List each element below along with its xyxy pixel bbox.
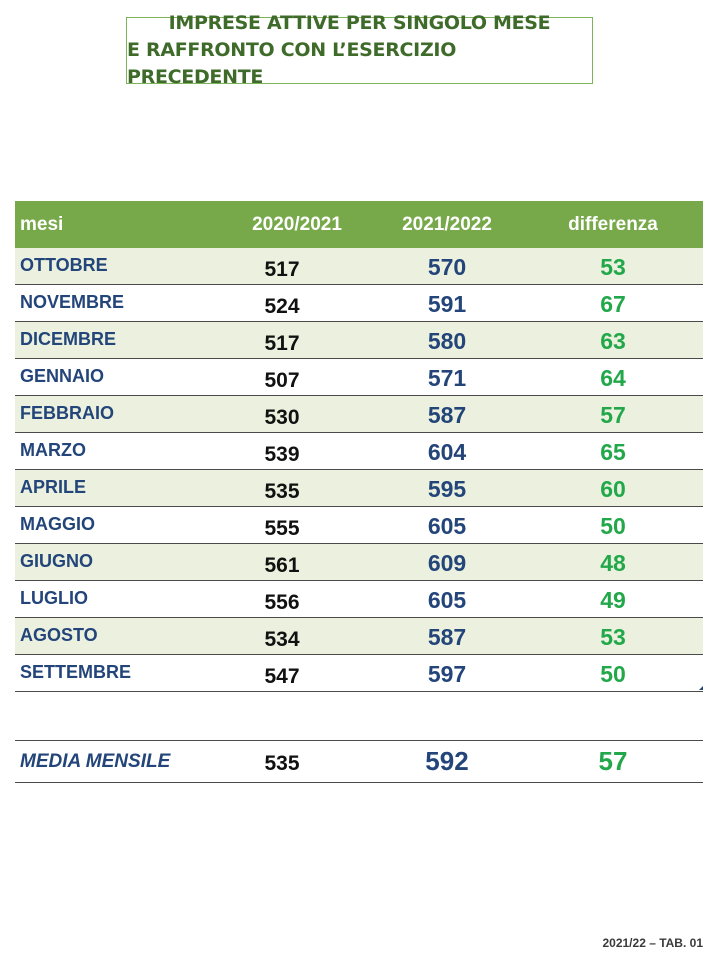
title-box: IMPRESE ATTIVE PER SINGOLO MESE E RAFFRO… bbox=[126, 12, 593, 88]
difference-cell: 53 bbox=[600, 253, 626, 280]
month-cell: SETTEMBRE bbox=[20, 662, 132, 682]
month-cell: APRILE bbox=[20, 477, 87, 497]
value-2021-2022-cell: 587 bbox=[427, 401, 467, 428]
difference-cell: 50 bbox=[600, 512, 626, 539]
header-months: mesi bbox=[20, 213, 64, 235]
average-label: MEDIA MENSILE bbox=[20, 750, 171, 772]
difference-cell: 57 bbox=[600, 401, 626, 428]
table-row: SETTEMBRE 547 597 50 bbox=[15, 655, 703, 692]
month-cell: AGOSTO bbox=[20, 625, 98, 645]
table-reference: 2021/22 – TAB. 01 bbox=[602, 936, 703, 950]
table-row: LUGLIO 556 605 49 bbox=[15, 581, 703, 618]
value-2021-2022-cell: 587 bbox=[427, 623, 467, 650]
resize-corner-icon bbox=[699, 686, 703, 690]
value-2020-2021-cell: 535 bbox=[264, 480, 300, 503]
month-cell: GIUGNO bbox=[20, 551, 94, 571]
value-2021-2022-cell: 597 bbox=[427, 660, 467, 687]
header-2021-2022: 2021/2022 bbox=[402, 213, 492, 235]
average-2021-2022: 592 bbox=[425, 746, 469, 776]
average-difference: 57 bbox=[598, 746, 628, 776]
table-row: NOVEMBRE 524 591 67 bbox=[15, 285, 703, 322]
data-table: mesi 2020/2021 2021/2022 differenza OTTO… bbox=[15, 201, 703, 692]
month-cell: MAGGIO bbox=[20, 514, 95, 534]
difference-cell: 53 bbox=[600, 623, 626, 650]
difference-cell: 64 bbox=[600, 364, 626, 391]
month-cell: NOVEMBRE bbox=[20, 292, 125, 312]
value-2021-2022-cell: 580 bbox=[427, 327, 467, 354]
table-row: GENNAIO 507 571 64 bbox=[15, 359, 703, 396]
average-2020-2021: 535 bbox=[264, 751, 300, 775]
difference-cell: 49 bbox=[600, 586, 626, 613]
header-2020-2021: 2020/2021 bbox=[252, 213, 342, 235]
value-2020-2021-cell: 534 bbox=[264, 628, 300, 651]
difference-cell: 67 bbox=[600, 290, 626, 317]
title-line-2: E RAFFRONTO CON L’ESERCIZIO PRECEDENTE bbox=[127, 39, 457, 88]
month-cell: GENNAIO bbox=[20, 366, 105, 386]
value-2021-2022-cell: 595 bbox=[427, 475, 467, 502]
value-2020-2021-cell: 517 bbox=[264, 258, 300, 281]
table-row: GIUGNO 561 609 48 bbox=[15, 544, 703, 581]
month-cell: DICEMBRE bbox=[20, 329, 117, 349]
value-2020-2021-cell: 517 bbox=[264, 332, 300, 355]
month-cell: MARZO bbox=[20, 440, 86, 460]
difference-cell: 48 bbox=[600, 549, 626, 576]
month-cell: LUGLIO bbox=[20, 588, 88, 608]
value-2021-2022-cell: 571 bbox=[427, 364, 467, 391]
value-2020-2021-cell: 507 bbox=[264, 369, 300, 392]
table-row: DICEMBRE 517 580 63 bbox=[15, 322, 703, 359]
month-cell: OTTOBRE bbox=[20, 255, 108, 275]
value-2021-2022-cell: 605 bbox=[427, 512, 467, 539]
table-header-row: mesi 2020/2021 2021/2022 differenza bbox=[15, 201, 703, 248]
table-row: AGOSTO 534 587 53 bbox=[15, 618, 703, 655]
value-2020-2021-cell: 555 bbox=[264, 517, 300, 540]
value-2020-2021-cell: 539 bbox=[264, 443, 300, 466]
difference-cell: 60 bbox=[600, 475, 626, 502]
table-row: FEBBRAIO 530 587 57 bbox=[15, 396, 703, 433]
value-2020-2021-cell: 561 bbox=[264, 554, 300, 577]
value-2021-2022-cell: 604 bbox=[427, 438, 467, 465]
month-cell: FEBBRAIO bbox=[20, 403, 114, 423]
difference-cell: 65 bbox=[600, 438, 626, 465]
value-2020-2021-cell: 524 bbox=[264, 295, 300, 318]
value-2020-2021-cell: 556 bbox=[264, 591, 300, 614]
value-2021-2022-cell: 605 bbox=[427, 586, 467, 613]
table-row: MARZO 539 604 65 bbox=[15, 433, 703, 470]
value-2021-2022-cell: 609 bbox=[427, 549, 467, 576]
table-body: OTTOBRE 517 570 53 NOVEMBRE 524 591 67 DICEMBRE 5… bbox=[15, 248, 703, 692]
average-row: MEDIA MENSILE 535 592 57 bbox=[15, 740, 703, 783]
table-row: APRILE 535 595 60 bbox=[15, 470, 703, 507]
header-difference: differenza bbox=[568, 213, 658, 235]
value-2020-2021-cell: 547 bbox=[264, 665, 300, 688]
difference-cell: 50 bbox=[600, 660, 626, 687]
value-2020-2021-cell: 530 bbox=[264, 406, 300, 429]
title-line-1: IMPRESE ATTIVE PER SINGOLO MESE bbox=[168, 12, 551, 34]
table-row: OTTOBRE 517 570 53 bbox=[15, 248, 703, 285]
value-2021-2022-cell: 591 bbox=[427, 290, 467, 317]
difference-cell: 63 bbox=[600, 327, 626, 354]
value-2021-2022-cell: 570 bbox=[427, 253, 467, 280]
table-row: MAGGIO 555 605 50 bbox=[15, 507, 703, 544]
